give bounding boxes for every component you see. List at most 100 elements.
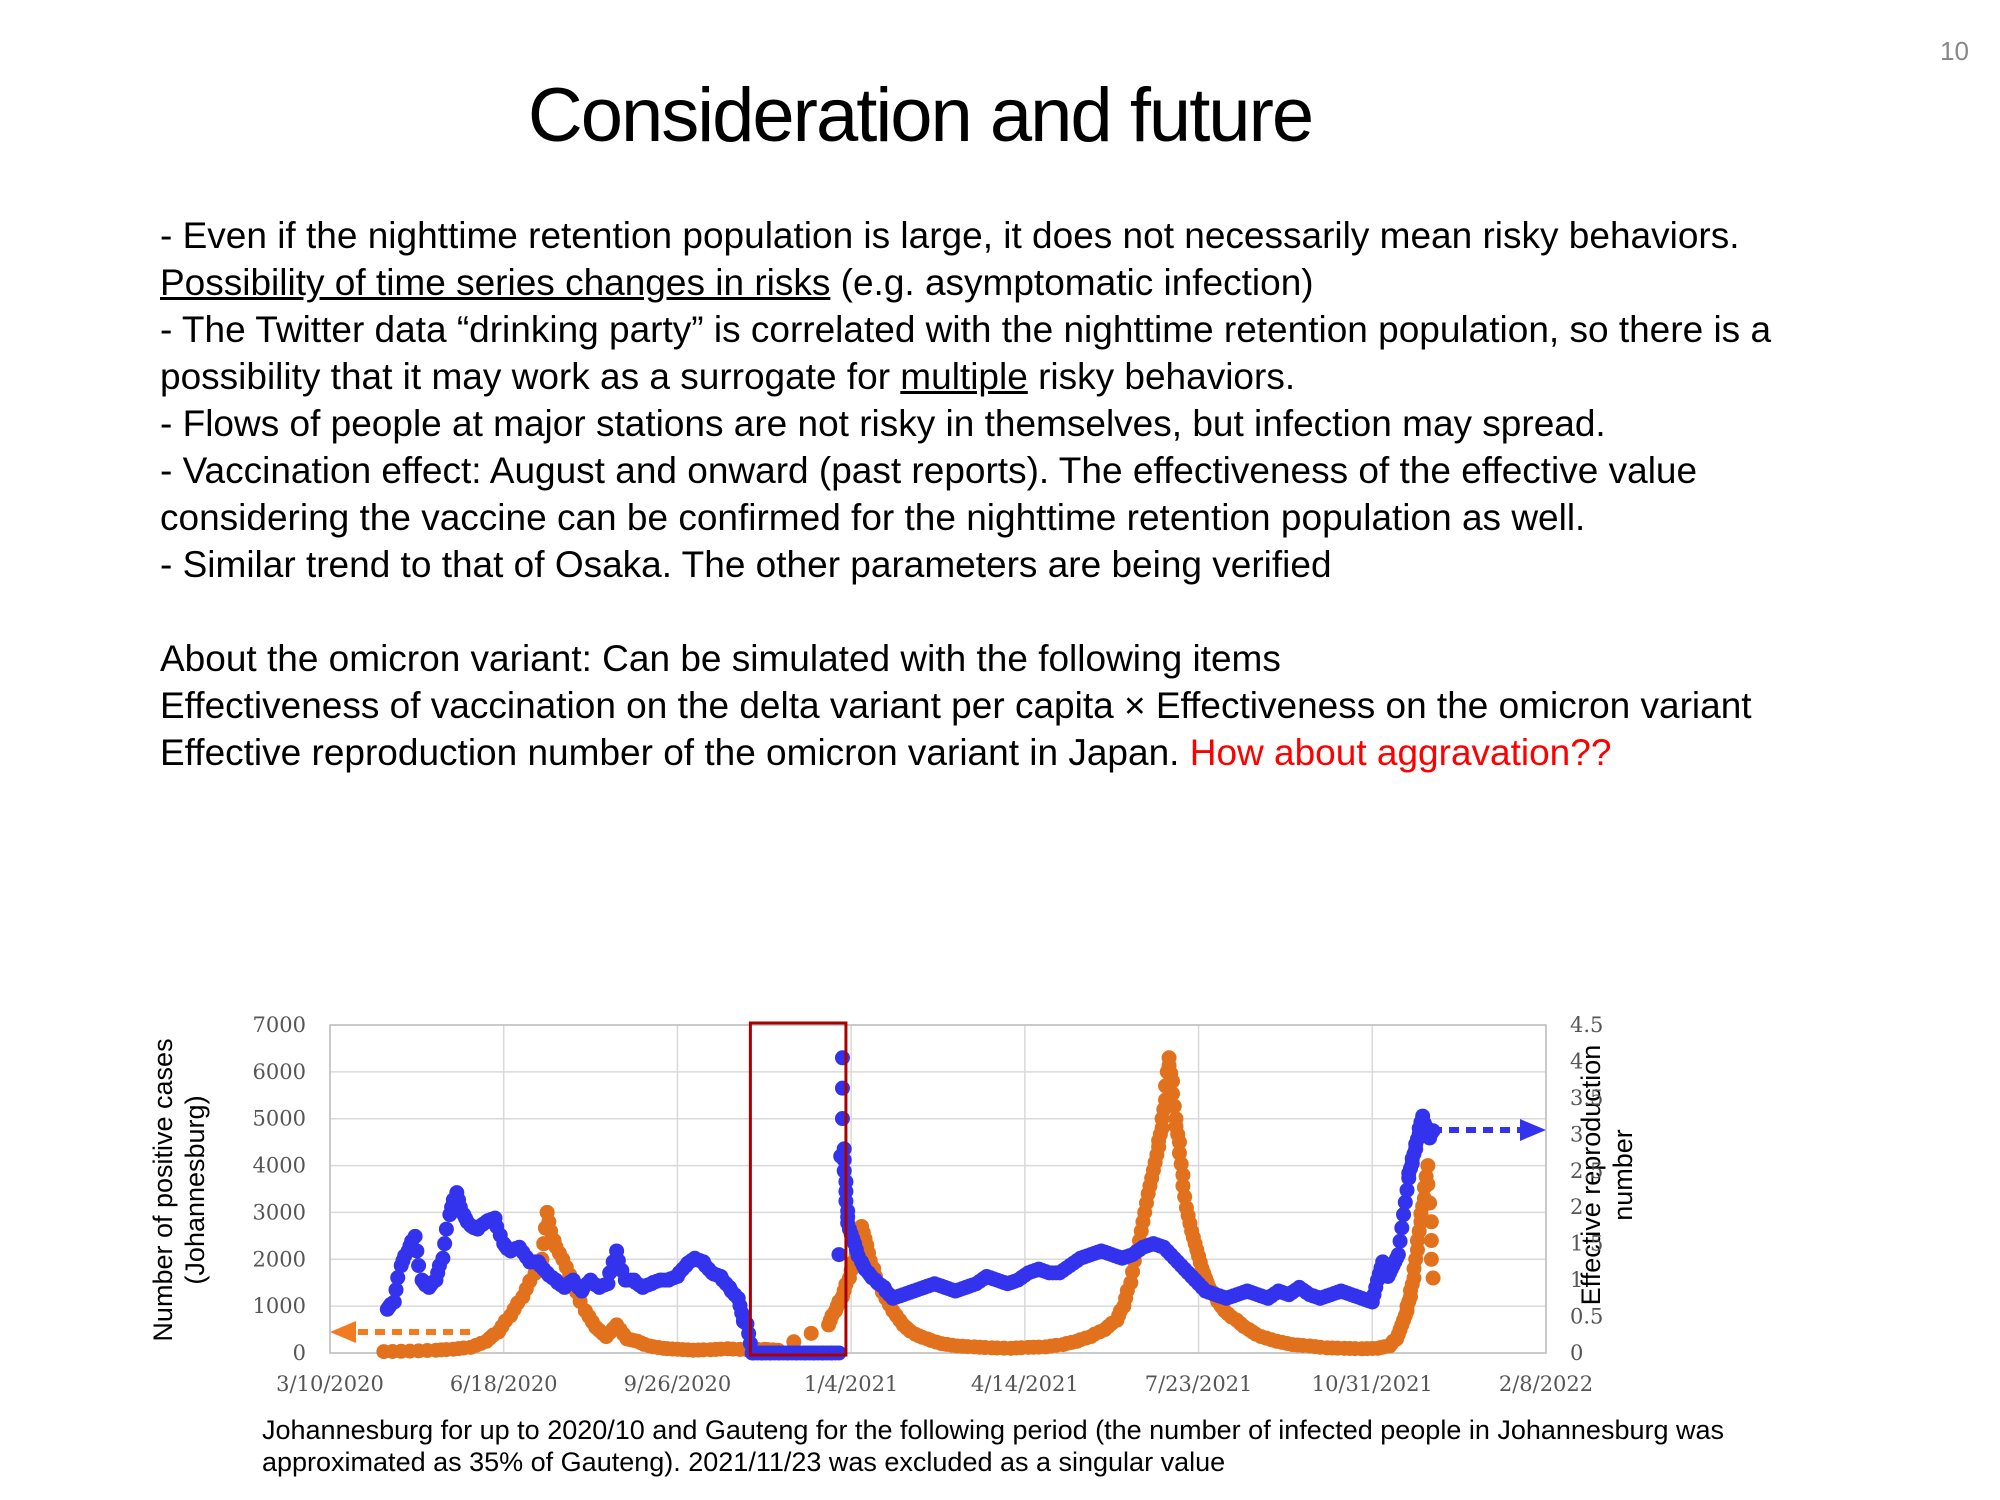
chart-grid [329,1024,1547,1354]
bullet-item: - Flows of people at major stations are … [160,400,1820,447]
bullet-text: - Similar trend to that of Osaka. The ot… [160,544,1332,585]
left-tick-label: 6000 [253,1060,306,1084]
chart-caption: Johannesburg for up to 2020/10 and Gaute… [262,1414,1822,1478]
left-tick-label: 7000 [253,1013,306,1037]
rt-point [831,1345,847,1361]
rt-point [407,1228,423,1244]
x-axis: 3/10/2020 6/18/2020 9/26/2020 1/4/2021 4/14/… [276,1372,1593,1396]
right-tick-label: 1 [1570,1268,1583,1292]
right-axis: 0 0.5 1 1.5 2 2.5 3 3.5 4 4.5 [1570,1013,1603,1365]
left-tick-label: 3000 [253,1200,306,1224]
caption-line-1: Johannesburg for up to 2020/10 and Gaute… [262,1415,1725,1445]
rt-point [834,1080,850,1096]
rt-point [411,1258,427,1274]
chart-overlays [330,1021,1546,1357]
cases-point [1423,1214,1439,1230]
rt-point [390,1270,406,1286]
left-tick-label: 1000 [253,1294,306,1318]
highlight-box [748,1021,848,1357]
bullet-text: - The Twitter data “drinking party” is c… [160,309,1772,397]
cases-point [1420,1176,1436,1192]
x-tick-label: 9/26/2020 [624,1372,732,1396]
rt-point [1399,1182,1415,1198]
underlined-phrase: multiple [900,356,1028,397]
rt-point [836,1141,852,1157]
plot-frame [329,1024,1547,1354]
cases-point [1425,1270,1441,1286]
right-tick-label: 1.5 [1570,1232,1603,1256]
x-tick-label: 2/8/2022 [1499,1372,1593,1396]
cases-point [1422,1195,1438,1211]
cases-point [1171,1134,1187,1150]
right-tick-label: 0 [1570,1341,1583,1365]
right-tick-label: 2.5 [1570,1159,1603,1183]
right-tick-label: 2 [1570,1195,1583,1219]
rt-point [409,1243,425,1259]
rt-point [834,1111,850,1127]
rt-point [437,1236,453,1252]
right-arrow-head [1520,1119,1546,1141]
body-text: - Even if the nighttime retention popula… [160,212,1820,776]
omicron-line-1: Effectiveness of vaccination on the delt… [160,685,1752,726]
x-tick-label: 3/10/2020 [276,1372,384,1396]
cases-point [1420,1158,1436,1174]
right-tick-label: 3 [1570,1122,1583,1146]
right-tick-label: 3.5 [1570,1086,1603,1110]
ylabel-left: Number of positive cases (Johannesburg) [148,1038,210,1341]
rt-point [388,1282,404,1298]
left-axis: 0 1000 2000 3000 4000 5000 6000 7000 Number of p… [148,1013,1638,1365]
cases-point [1423,1251,1439,1267]
x-tick-label: 4/14/2021 [971,1372,1079,1396]
rt-point [438,1221,454,1237]
bullet-text: - Even if the nighttime retention popula… [160,215,1740,256]
page-number: 10 [1940,36,1969,66]
cases-point [803,1325,819,1341]
cases-point [1165,1086,1181,1102]
cases-point [1166,1098,1182,1114]
rt-point [1390,1247,1406,1263]
cases-point [1423,1233,1439,1249]
rt-point [386,1294,402,1310]
left-arrow-head [330,1321,356,1343]
page-title: Consideration and future [527,73,1314,158]
omicron-heading: About the omicron variant: Can be simula… [160,638,1281,679]
ylabel-left-line: (Johannesburg) [180,1095,210,1284]
bullet-text: (e.g. asymptomatic infection) [830,262,1314,303]
aggravation-question: How about aggravation?? [1189,732,1612,773]
rt-point [831,1247,847,1263]
ylabel-left-line: Number of positive cases [148,1038,178,1341]
rt-point [1392,1233,1408,1249]
cases-point [1165,1073,1181,1089]
rt-series [379,1050,1441,1361]
x-tick-label: 1/4/2021 [804,1372,898,1396]
ylabel-right-line: Effective reproduction [1576,1045,1606,1306]
left-tick-label: 2000 [253,1247,306,1271]
x-tick-label: 6/18/2020 [450,1372,558,1396]
bullet-text: risky behaviors. [1027,356,1296,397]
bullet-text: - Flows of people at major stations are … [160,403,1606,444]
rt-point [435,1250,451,1266]
rt-point [836,1152,852,1168]
rt-point [1396,1207,1412,1223]
rt-point [1394,1220,1410,1236]
cases-point [786,1334,802,1350]
left-tick-label: 4000 [253,1154,306,1178]
ylabel-right-line: number [1608,1129,1638,1221]
rt-point [834,1050,850,1066]
bullet-text: - Vaccination effect: August and onward … [160,450,1698,538]
bullet-item: - Vaccination effect: August and onward … [160,447,1820,541]
cases-series [376,1050,1441,1360]
right-tick-label: 4.5 [1570,1013,1603,1037]
bullet-item: - Similar trend to that of Osaka. The ot… [160,541,1820,588]
left-tick-label: 5000 [253,1107,306,1131]
right-tick-label: 4 [1570,1049,1583,1073]
omicron-line-2-text: Effective reproduction number of the omi… [160,732,1190,773]
x-tick-label: 7/23/2021 [1145,1372,1253,1396]
underlined-phrase: Possibility of time series changes in ri… [160,262,831,303]
right-tick-label: 0.5 [1570,1305,1603,1329]
caption-line-2: approximated as 35% of Gauteng). 2021/11… [262,1447,1226,1477]
bullet-item: - Even if the nighttime retention popula… [160,212,1820,306]
left-tick-label: 0 [293,1341,306,1365]
x-tick-label: 10/31/2021 [1312,1372,1433,1396]
